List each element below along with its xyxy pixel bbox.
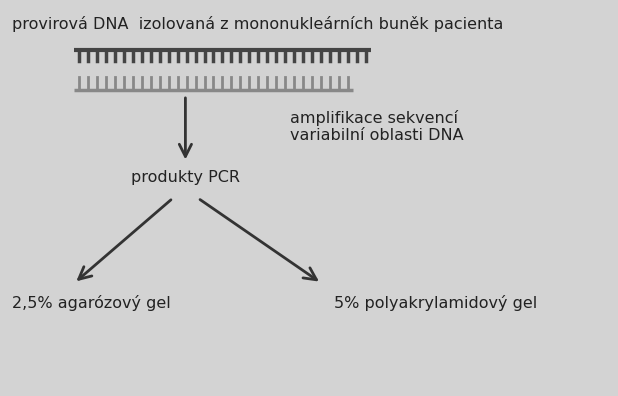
Text: produkty PCR: produkty PCR xyxy=(131,170,240,185)
Text: 5% polyakrylamidový gel: 5% polyakrylamidový gel xyxy=(334,295,537,311)
Text: amplifikace sekvencí
variabilní oblasti DNA: amplifikace sekvencí variabilní oblasti … xyxy=(290,110,464,143)
Text: 2,5% agarózový gel: 2,5% agarózový gel xyxy=(12,295,171,311)
Text: provirová DNA  izolovaná z mononukleárních buněk pacienta: provirová DNA izolovaná z mononukleárníc… xyxy=(12,16,504,32)
